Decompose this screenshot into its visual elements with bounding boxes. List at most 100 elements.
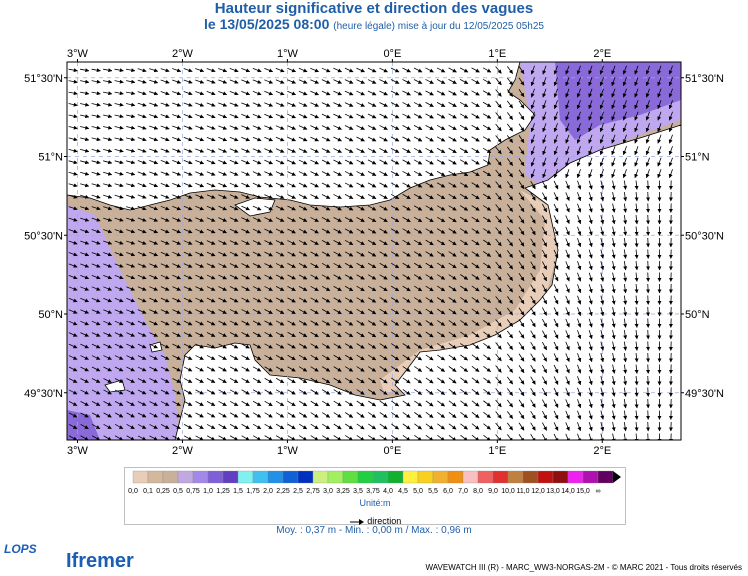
direction-arrow	[356, 113, 365, 119]
direction-arrow	[160, 114, 170, 119]
direction-arrow	[172, 137, 182, 142]
direction-arrow	[264, 217, 273, 222]
direction-arrow	[645, 134, 650, 144]
direction-arrow	[310, 79, 319, 84]
left-lat-label: 51°N	[38, 152, 63, 164]
direction-arrow	[149, 217, 159, 222]
direction-arrow	[413, 182, 423, 188]
direction-arrow	[588, 203, 593, 213]
direction-arrow	[103, 160, 113, 165]
direction-arrow	[506, 135, 514, 143]
direction-arrow	[506, 204, 514, 212]
direction-arrow	[425, 193, 434, 200]
direction-arrow	[195, 68, 205, 73]
direction-arrow	[611, 157, 616, 167]
direction-arrow	[344, 171, 354, 176]
direction-arrow	[576, 100, 581, 110]
direction-arrow	[68, 68, 78, 73]
direction-arrow	[425, 159, 434, 165]
direction-arrow	[436, 170, 446, 177]
direction-arrow	[195, 136, 205, 142]
direction-arrow	[379, 216, 388, 223]
direction-arrow	[218, 68, 228, 73]
direction-arrow	[482, 205, 492, 211]
colorbar-label: 9,0	[488, 488, 498, 495]
direction-arrow	[172, 125, 182, 130]
footer-credit: WAVEWATCH III (R) - MARC_WW3-NORGAS-2M -…	[425, 563, 742, 572]
direction-arrow	[553, 203, 559, 213]
colorbar-swatch	[402, 470, 419, 484]
colorbar-label: 12,0	[531, 488, 545, 495]
direction-arrow	[634, 203, 639, 213]
direction-arrow	[518, 192, 525, 201]
direction-arrow	[506, 77, 514, 86]
direction-arrow	[103, 217, 113, 222]
direction-arrow	[623, 214, 628, 225]
direction-arrow	[436, 182, 446, 188]
direction-arrow	[195, 171, 205, 176]
direction-arrow	[333, 159, 342, 165]
direction-arrow	[588, 123, 593, 133]
direction-arrow	[436, 102, 446, 107]
direction-arrow	[530, 192, 536, 201]
lops-logo: LOPS	[4, 542, 37, 556]
direction-arrow	[275, 148, 285, 153]
direction-arrow	[611, 134, 616, 144]
left-lat-label: 50°N	[38, 309, 63, 321]
direction-arrow	[275, 171, 285, 176]
direction-arrow	[114, 114, 124, 119]
direction-arrow	[657, 146, 662, 156]
direction-arrow	[80, 79, 90, 84]
direction-arrow	[356, 216, 365, 223]
direction-arrow	[333, 217, 342, 222]
right-lat-label: 51°N	[685, 152, 710, 164]
direction-arrow	[218, 171, 228, 176]
direction-arrow	[588, 88, 593, 98]
direction-arrow	[172, 102, 182, 107]
direction-arrow	[344, 182, 354, 188]
direction-arrow	[413, 193, 423, 200]
direction-arrow	[195, 194, 205, 199]
direction-arrow	[287, 79, 297, 84]
direction-arrow	[160, 171, 170, 176]
direction-arrow	[137, 114, 147, 119]
direction-arrow	[495, 112, 502, 120]
direction-arrow	[565, 215, 570, 225]
direction-arrow	[599, 134, 604, 144]
direction-arrow	[183, 205, 193, 211]
direction-arrow	[471, 136, 480, 142]
direction-arrow	[195, 125, 205, 130]
direction-arrow	[379, 148, 388, 153]
direction-arrow	[576, 169, 581, 179]
direction-arrow	[321, 171, 331, 176]
direction-arrow	[195, 114, 205, 119]
direction-arrow	[622, 169, 627, 179]
direction-arrow	[183, 91, 193, 96]
direction-arrow	[495, 66, 502, 74]
direction-arrow	[518, 77, 525, 86]
direction-arrow	[103, 79, 113, 84]
direction-arrow	[436, 67, 446, 73]
direction-arrow	[482, 170, 492, 177]
direction-arrow	[390, 159, 400, 165]
direction-arrow	[390, 170, 400, 177]
direction-arrow	[471, 101, 480, 108]
wave-zone-west	[67, 205, 180, 440]
direction-arrow	[611, 77, 616, 87]
direction-arrow	[114, 91, 124, 96]
colorbar-swatch	[372, 470, 389, 484]
direction-arrow	[518, 158, 525, 167]
direction-arrow	[114, 194, 124, 199]
direction-arrow	[436, 136, 446, 142]
direction-arrow	[137, 160, 147, 165]
direction-arrow	[80, 102, 90, 107]
direction-arrow	[206, 171, 216, 176]
direction-arrow	[402, 113, 411, 119]
direction-arrow	[310, 217, 319, 222]
direction-arrow	[518, 135, 525, 144]
direction-arrow	[634, 180, 639, 190]
direction-arrow	[264, 90, 274, 96]
direction-arrow	[183, 79, 193, 84]
direction-arrow	[599, 65, 604, 75]
direction-arrow	[298, 171, 308, 176]
